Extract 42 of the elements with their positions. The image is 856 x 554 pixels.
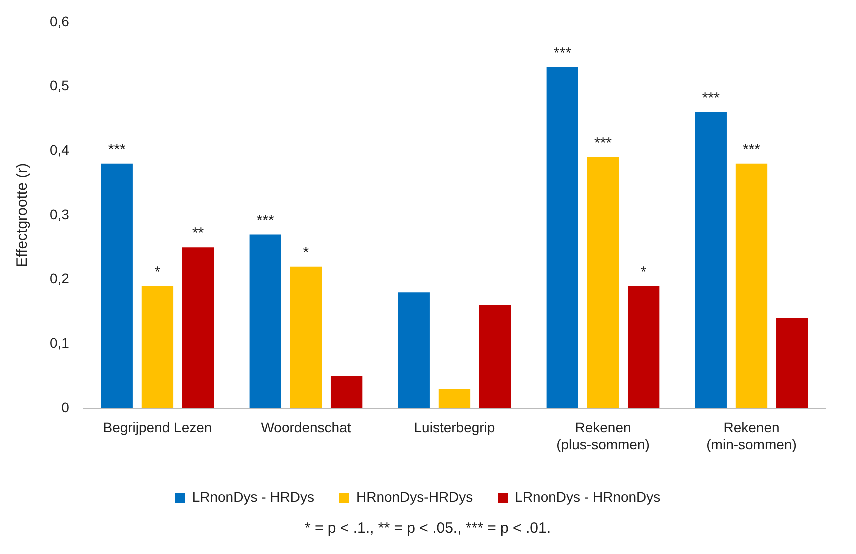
x-tick-label: Rekenen (min-sommen) [706,420,797,452]
bar [479,305,512,408]
data-label: *** [702,90,720,108]
bar [695,112,727,408]
bar [736,164,768,408]
bar [101,164,133,408]
x-tick-label: Begrijpend Lezen [103,420,212,436]
y-tick-label: 0 [62,399,70,416]
bar [250,234,282,408]
text: * = p < .1., ** = p < .05., *** = p < .01. [304,520,552,537]
bar [330,376,363,408]
y-tick-label: 0,4 [50,142,70,158]
data-label: ** [192,225,204,242]
bar [142,286,174,408]
y-tick-label: 0,2 [50,270,70,287]
x-tick-label: Luisterbegrip [414,420,496,436]
legend-label: HRnonDys-HRDys [356,488,474,505]
data-label: * [303,244,310,262]
data-label: *** [554,45,572,62]
data-label: *** [742,142,761,159]
x-tick-label: Woordenschat [261,420,352,436]
bar [628,286,660,408]
y-tick-label: 0,5 [50,78,70,94]
bar [587,158,620,408]
data-label: *** [256,212,275,230]
y-tick-label: 0,6 [50,13,70,30]
bar [290,266,322,408]
bar [776,318,808,408]
bar [182,248,214,408]
y-tick-label: 0,1 [50,334,70,351]
data-label: * [640,264,647,281]
bar [398,292,430,408]
bar [546,67,578,408]
bar [438,389,471,408]
legend-label: LRnonDys - HRDys [192,488,314,505]
data-label: *** [108,142,126,159]
legend-label: LRnonDys - HRnonDys [515,488,661,505]
x-tick-label: Rekenen (plus-sommen) [556,420,650,452]
data-label: * [154,264,161,281]
y-axis-title: Effectgrootte (r) [14,163,32,268]
y-tick-label: 0,3 [50,206,70,222]
data-label: *** [594,135,612,152]
